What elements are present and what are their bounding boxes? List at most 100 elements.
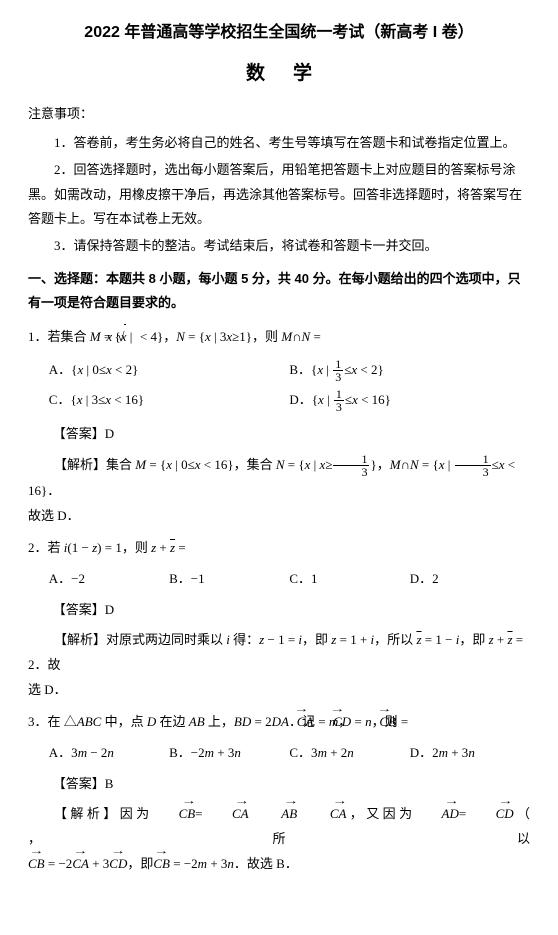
- num: 16: [214, 457, 227, 472]
- text: 得：: [230, 632, 259, 647]
- num: 1: [239, 329, 246, 344]
- var: AB: [189, 714, 205, 729]
- text: ，即: [459, 632, 488, 647]
- text: + 3: [214, 745, 234, 760]
- text: 若: [48, 540, 64, 555]
- text: + 2: [327, 745, 347, 760]
- text: 在边: [156, 714, 189, 729]
- var: i: [64, 540, 68, 555]
- eq: =: [285, 457, 299, 472]
- text: ，: [377, 457, 390, 472]
- le: ≤: [492, 457, 499, 472]
- var: N: [276, 457, 285, 472]
- opt-b: B．−1: [169, 567, 289, 592]
- vec: CB: [153, 852, 170, 877]
- opt-a: A．−2: [49, 567, 169, 592]
- var: M: [135, 457, 146, 472]
- vec: AD: [416, 802, 459, 827]
- num: 1: [455, 453, 491, 467]
- ge: ≥: [325, 457, 332, 472]
- var: m: [318, 745, 327, 760]
- var: x: [439, 457, 445, 472]
- var: ABC: [77, 714, 102, 729]
- text: ，集合: [234, 457, 276, 472]
- q3-options: A．3m − 2n B．−2m + 3n C．3m + 2n D．2m + 3n: [28, 741, 530, 766]
- var: N: [410, 457, 419, 472]
- vec: CB: [153, 802, 196, 827]
- text: 中，点: [101, 714, 147, 729]
- var: z: [259, 632, 264, 647]
- eq: =: [398, 714, 409, 729]
- text: ，: [163, 329, 176, 344]
- var: z: [92, 540, 97, 555]
- var: x: [305, 457, 311, 472]
- var: n: [234, 745, 241, 760]
- exam-title: 2022 年普通高等学校招生全国统一考试（新高考 I 卷）: [28, 18, 530, 48]
- eq: =: [419, 457, 433, 472]
- text: D．{: [289, 392, 318, 407]
- opt-d: D．2: [410, 567, 530, 592]
- eq: =: [513, 632, 524, 647]
- section-head: 一、选择题：本题共 8 小题，每小题 5 分，共 40 分。在每小题给出的四个选…: [28, 267, 530, 316]
- var: n: [107, 745, 114, 760]
- text: < 2}: [112, 362, 139, 377]
- conj: z: [170, 540, 175, 555]
- var: z: [489, 632, 494, 647]
- num: 4: [150, 329, 157, 344]
- q1-options: A．{x | 0≤x < 2} B．{x | 13≤x < 2} C．{x | …: [28, 356, 530, 416]
- text: ，所以: [374, 632, 416, 647]
- vec: CA: [72, 852, 89, 877]
- var: DA: [272, 714, 289, 729]
- opt-c: C．3m + 2n: [289, 741, 409, 766]
- vec: CA: [304, 802, 347, 827]
- text: ，则: [122, 540, 151, 555]
- text: 【解析】集合: [54, 457, 135, 472]
- num: −2: [184, 856, 198, 871]
- den: 3: [334, 401, 344, 414]
- num: 1: [333, 453, 369, 467]
- vec: AB: [255, 802, 297, 827]
- sqrt: x: [136, 324, 137, 350]
- var: BD: [234, 714, 251, 729]
- text: ．故: [35, 657, 61, 672]
- var: n: [347, 745, 354, 760]
- text: 若集合: [48, 329, 90, 344]
- den: 3: [333, 371, 343, 384]
- notice-item: 1．答卷前，考生务必将自己的姓名、考生号等填写在答题卡和试卷指定位置上。: [28, 131, 530, 156]
- q2-explain: 【解析】对原式两边同时乘以 i 得：z − 1 = i，即 z = 1 + i，…: [28, 628, 530, 677]
- le: ≤: [188, 457, 195, 472]
- opt-d: D．2m + 3n: [410, 741, 530, 766]
- var: x: [166, 457, 172, 472]
- notice-body: 1．答卷前，考生务必将自己的姓名、考生号等填写在答题卡和试卷指定位置上。 2．回…: [28, 131, 530, 258]
- text: |: [323, 362, 332, 377]
- eq: =: [285, 632, 299, 647]
- text: B．{: [289, 362, 317, 377]
- eq: =: [315, 714, 329, 729]
- eq: =: [185, 329, 199, 344]
- text: < 2}: [357, 362, 384, 377]
- frac: 13: [454, 453, 492, 479]
- var-N: N: [176, 329, 185, 344]
- q2-explain-tail: 选 D．: [28, 678, 530, 703]
- notice-head: 注意事项：: [28, 102, 530, 127]
- num: + 3: [210, 856, 227, 871]
- notice-item: 3．请保持答题卡的整洁。考试结束后，将试卷和答题卡一并交回。: [28, 234, 530, 259]
- text: C．{: [49, 392, 77, 407]
- text: 在 △: [48, 714, 77, 729]
- var: x: [205, 329, 211, 344]
- eq: =: [310, 329, 321, 344]
- rad: x: [124, 324, 126, 350]
- eq: =: [102, 540, 116, 555]
- q3-explain-line2: CB = −2CA + 3CD，即CB = −2m + 3n．故选 B．: [28, 852, 530, 877]
- num: 16: [28, 483, 41, 498]
- var: z: [151, 540, 156, 555]
- text: |: [324, 392, 333, 407]
- var-M: M: [90, 329, 101, 344]
- eq: =: [146, 457, 160, 472]
- num: 1: [350, 632, 357, 647]
- var: m: [205, 745, 214, 760]
- text: C．3: [289, 745, 317, 760]
- var: D: [147, 714, 156, 729]
- vec: CB: [28, 852, 45, 877]
- eq: =: [336, 632, 350, 647]
